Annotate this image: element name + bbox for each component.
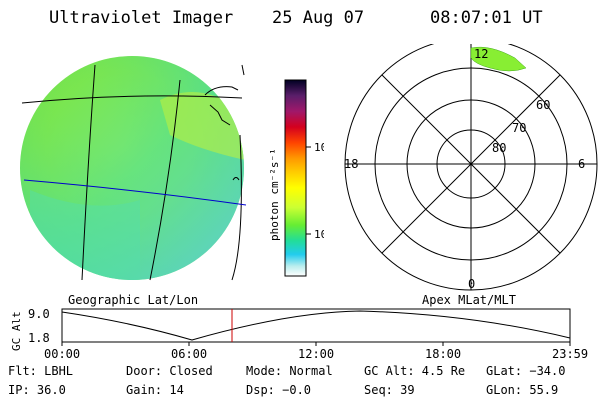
auroral-emission <box>470 46 527 72</box>
info-mode: Mode: Normal <box>246 364 333 378</box>
lat-lon-grid <box>21 64 243 281</box>
xtick-1200: 12:00 <box>298 347 334 361</box>
info-seq: Seq: 39 <box>364 383 415 397</box>
colorbar-tick-100: 100 <box>314 141 324 154</box>
info-filter: Flt: LBHL <box>8 364 74 378</box>
altitude-ytick-1.8: 1.8 <box>28 331 50 345</box>
polar-panel-caption: Apex MLat/MLT <box>422 293 516 307</box>
app-title: Ultraviolet Imager <box>49 8 234 28</box>
mlat-label-70: 70 <box>512 121 526 135</box>
colorbar-tick-10: 10 <box>314 228 324 241</box>
mlt-label-0: 0 <box>468 277 475 291</box>
colorbar-scale <box>284 79 307 277</box>
geographic-image <box>20 56 247 281</box>
xtick-0600: 06:00 <box>171 347 207 361</box>
altitude-ylabel: GC Alt <box>10 311 23 351</box>
header-date: 25 Aug 07 <box>272 8 365 28</box>
info-glat: GLat: −34.0 <box>486 364 566 378</box>
xtick-1800: 18:00 <box>425 347 461 361</box>
coastline <box>204 64 245 181</box>
info-ip: IP: 36.0 <box>8 383 66 397</box>
info-gc-alt: GC Alt: 4.5 Re <box>364 364 466 378</box>
info-dsp: Dsp: −0.0 <box>246 383 312 397</box>
altitude-ytick-9: 9.0 <box>28 307 50 321</box>
xtick-0000: 00:00 <box>44 347 80 361</box>
altitude-plot: GC Alt 9.0 1.8 00:00 06:00 12:00 18:00 2… <box>10 307 588 361</box>
header-time: 08:07:01 UT <box>430 8 543 28</box>
altitude-plot-frame <box>61 308 571 343</box>
mlt-label-6: 6 <box>578 157 585 171</box>
mlt-label-18: 18 <box>344 157 358 171</box>
xtick-2359: 23:59 <box>552 347 588 361</box>
altitude-curve <box>61 310 571 341</box>
colorbar-unit-label: photon cm⁻²s⁻¹ <box>268 148 281 241</box>
info-door: Door: Closed <box>126 364 213 378</box>
info-glon: GLon: 55.9 <box>486 383 559 397</box>
geo-panel-caption: Geographic Lat/Lon <box>68 293 199 307</box>
equator-line <box>23 179 247 206</box>
info-gain: Gain: 14 <box>126 383 184 397</box>
colorbar: 100 10 photon cm⁻²s⁻¹ <box>268 79 324 277</box>
mlt-label-12: 12 <box>474 47 488 61</box>
mlat-label-80: 80 <box>492 141 506 155</box>
mlat-label-60: 60 <box>536 98 550 112</box>
polar-plot: 12 18 6 0 60 70 80 <box>344 44 598 291</box>
